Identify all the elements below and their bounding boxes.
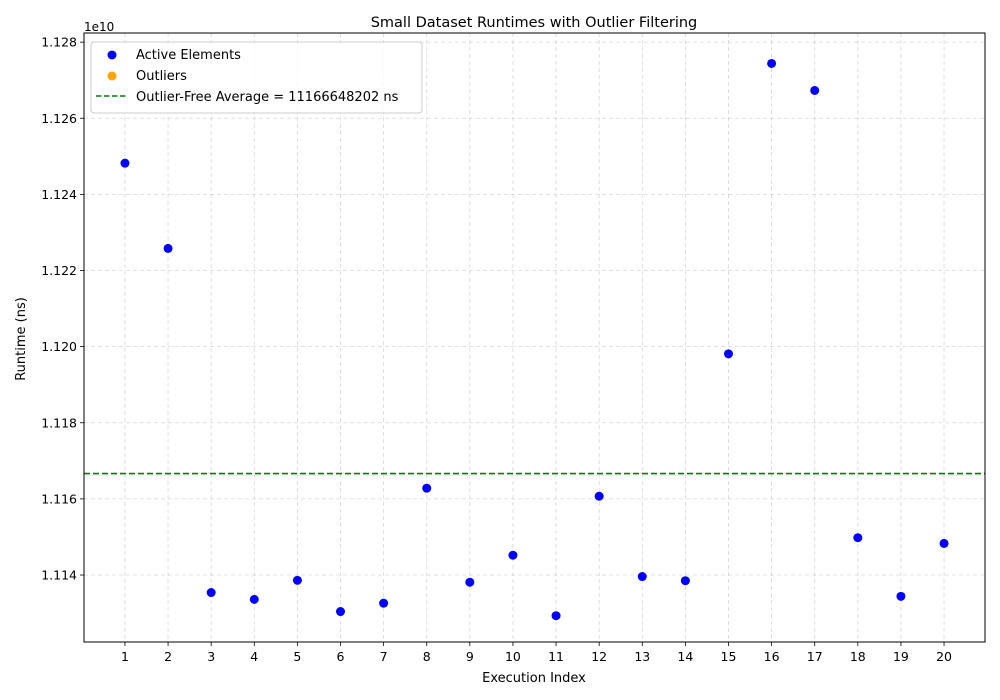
active-element-point — [896, 591, 906, 601]
active-element-point — [637, 572, 647, 582]
x-tick-label: 3 — [207, 649, 215, 664]
active-element-point — [594, 491, 604, 501]
active-element-point — [206, 588, 216, 598]
y-tick-label: 1.120 — [41, 339, 77, 354]
x-tick-label: 9 — [466, 649, 474, 664]
x-tick-label: 12 — [591, 649, 607, 664]
active-element-point — [767, 58, 777, 68]
y-tick-label: 1.116 — [41, 491, 77, 506]
y-tick-label: 1.114 — [41, 568, 77, 583]
active-element-point — [723, 349, 733, 359]
legend-label-outliers: Outliers — [136, 69, 187, 84]
active-element-point — [163, 243, 173, 253]
legend-label-average: Outlier-Free Average = 11166648202 ns — [136, 90, 399, 105]
x-tick-label: 6 — [337, 649, 345, 664]
y-axis-label: Runtime (ns) — [14, 297, 29, 381]
y-tick-label: 1.118 — [41, 415, 77, 430]
x-tick-label: 17 — [807, 649, 823, 664]
x-tick-label: 2 — [164, 649, 172, 664]
y-tick-label: 1.128 — [41, 35, 77, 50]
x-tick-label: 15 — [721, 649, 737, 664]
x-tick-label: 18 — [850, 649, 866, 664]
legend: Active Elements Outliers Outlier-Free Av… — [90, 41, 423, 114]
x-tick-label: 1 — [121, 649, 129, 664]
plot-area-frame — [83, 32, 986, 643]
x-tick-label: 10 — [505, 649, 521, 664]
legend-marker-outliers — [107, 71, 117, 81]
y-tick-label: 1.126 — [41, 111, 77, 126]
legend-box — [90, 41, 423, 114]
y-tick-label: 1.124 — [41, 187, 77, 202]
x-tick-label: 5 — [293, 649, 301, 664]
active-element-point — [939, 538, 949, 548]
y-axis-offset-label: 1e10 — [84, 20, 114, 34]
active-element-point — [336, 607, 346, 617]
active-element-point — [680, 576, 690, 586]
active-element-point — [249, 594, 259, 604]
x-tick-label: 7 — [380, 649, 388, 664]
x-tick-label: 8 — [423, 649, 431, 664]
active-element-point — [551, 611, 561, 621]
legend-label-active-elements: Active Elements — [136, 48, 241, 63]
x-tick-label: 14 — [677, 649, 693, 664]
active-element-point — [810, 85, 820, 95]
active-element-point — [422, 483, 432, 493]
y-axis-ticks: 1.114 1.116 1.118 1.120 1.122 1.124 1.126 1.128 — [41, 35, 84, 583]
chart-title: Small Dataset Runtimes with Outlier Filt… — [371, 15, 698, 31]
x-tick-label: 13 — [634, 649, 650, 664]
x-axis-ticks: 1 2 3 4 5 6 7 8 9 10 11 12 13 14 15 16 17 18 19 20 — [121, 642, 952, 664]
x-tick-label: 11 — [548, 649, 564, 664]
active-element-point — [379, 598, 389, 608]
data-points — [120, 58, 949, 621]
x-tick-label: 4 — [250, 649, 258, 664]
x-tick-label: 16 — [764, 649, 780, 664]
legend-marker-active-elements — [107, 50, 117, 60]
active-element-point — [465, 577, 475, 587]
active-element-point — [120, 158, 130, 168]
active-element-point — [853, 533, 863, 543]
active-element-point — [508, 550, 518, 560]
x-axis-label: Execution Index — [482, 671, 586, 686]
x-tick-label: 20 — [936, 649, 952, 664]
active-element-point — [292, 575, 302, 585]
y-tick-label: 1.122 — [41, 263, 77, 278]
x-tick-label: 19 — [893, 649, 909, 664]
